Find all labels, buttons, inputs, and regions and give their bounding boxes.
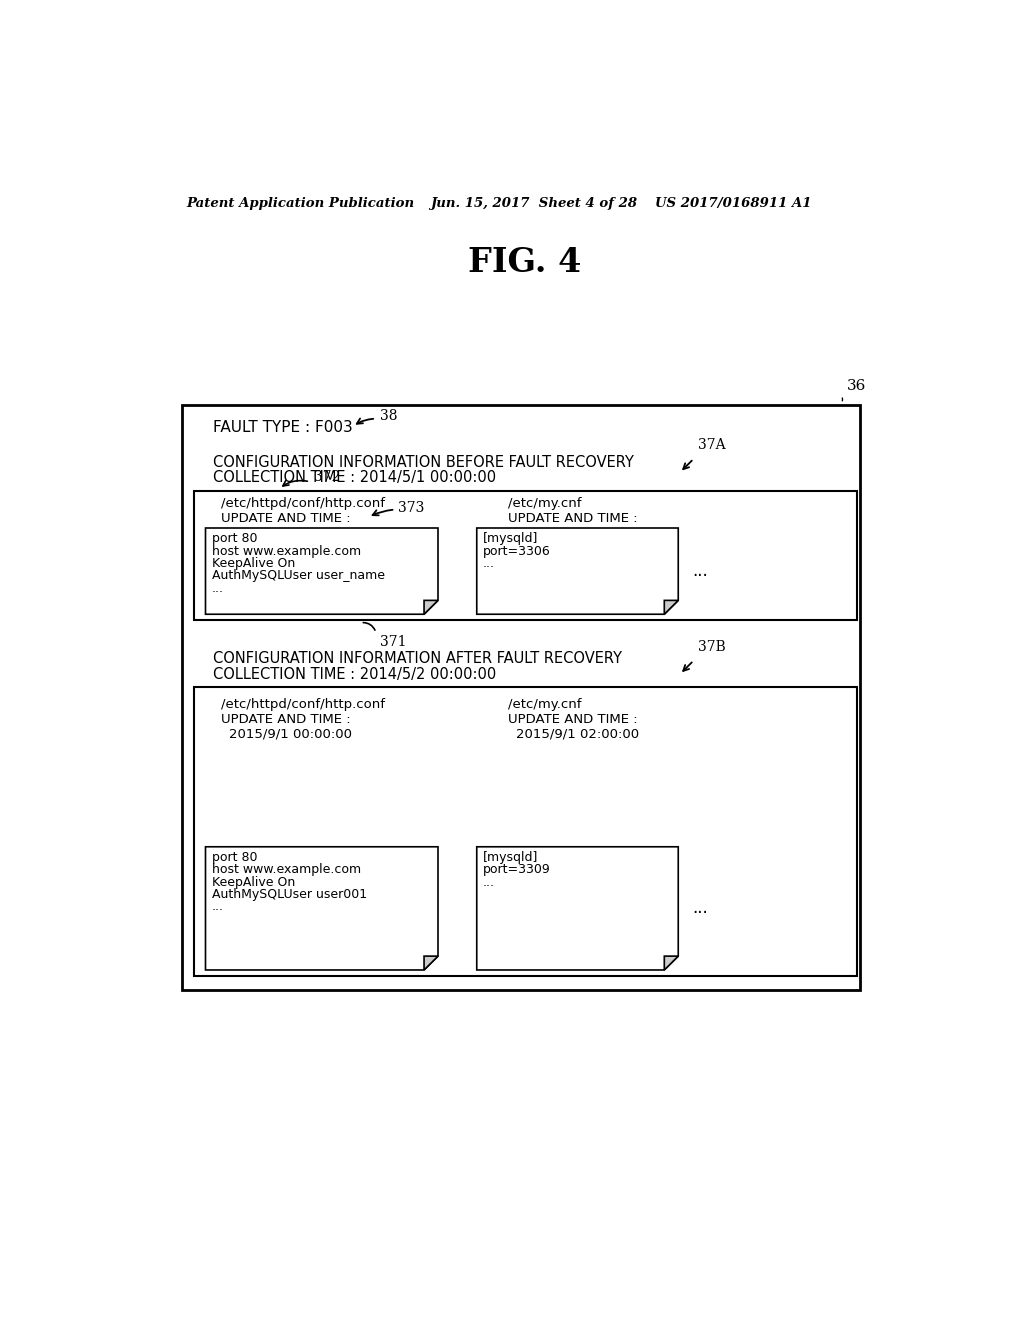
Text: ...: ... xyxy=(692,562,708,579)
Text: 2015/9/1 02:00:00: 2015/9/1 02:00:00 xyxy=(515,527,639,539)
Bar xyxy=(182,405,860,990)
Text: COLLECTION TIME : 2014/5/1 00:00:00: COLLECTION TIME : 2014/5/1 00:00:00 xyxy=(213,470,497,486)
Text: /etc/httpd/conf/http.conf: /etc/httpd/conf/http.conf xyxy=(221,698,385,711)
Polygon shape xyxy=(424,956,438,970)
Bar xyxy=(194,688,856,977)
Text: ...: ... xyxy=(483,557,495,570)
Text: UPDATE AND TIME :: UPDATE AND TIME : xyxy=(221,512,350,525)
Bar xyxy=(194,491,856,620)
Text: UPDATE AND TIME :: UPDATE AND TIME : xyxy=(221,713,350,726)
Text: port=3309: port=3309 xyxy=(483,863,551,876)
Text: FIG. 4: FIG. 4 xyxy=(468,246,582,279)
Text: 2015/9/1 02:00:00: 2015/9/1 02:00:00 xyxy=(515,727,639,741)
Polygon shape xyxy=(477,847,678,970)
Text: port 80: port 80 xyxy=(212,851,257,865)
Text: CONFIGURATION INFORMATION BEFORE FAULT RECOVERY: CONFIGURATION INFORMATION BEFORE FAULT R… xyxy=(213,455,634,470)
Text: COLLECTION TIME : 2014/5/2 00:00:00: COLLECTION TIME : 2014/5/2 00:00:00 xyxy=(213,667,497,682)
Text: 371: 371 xyxy=(380,635,407,649)
Polygon shape xyxy=(665,956,678,970)
Text: US 2017/0168911 A1: US 2017/0168911 A1 xyxy=(655,197,811,210)
Text: ...: ... xyxy=(483,875,495,888)
Text: AuthMySQLUser user_name: AuthMySQLUser user_name xyxy=(212,569,385,582)
Text: 36: 36 xyxy=(847,379,866,393)
Text: ...: ... xyxy=(212,582,223,594)
Text: 37B: 37B xyxy=(697,640,725,653)
Text: KeepAlive On: KeepAlive On xyxy=(212,557,295,570)
Text: UPDATE AND TIME :: UPDATE AND TIME : xyxy=(508,713,637,726)
Text: port=3306: port=3306 xyxy=(483,545,551,557)
Text: host www.example.com: host www.example.com xyxy=(212,863,360,876)
Text: 38: 38 xyxy=(380,409,397,422)
Text: KeepAlive On: KeepAlive On xyxy=(212,875,295,888)
Polygon shape xyxy=(206,847,438,970)
Text: [mysqld]: [mysqld] xyxy=(483,851,539,865)
Text: 2015/9/1 00:00:00: 2015/9/1 00:00:00 xyxy=(228,527,352,539)
Text: port 80: port 80 xyxy=(212,532,257,545)
Polygon shape xyxy=(206,528,438,614)
Text: FAULT TYPE : F003: FAULT TYPE : F003 xyxy=(213,420,353,436)
Text: Jun. 15, 2017  Sheet 4 of 28: Jun. 15, 2017 Sheet 4 of 28 xyxy=(430,197,637,210)
Polygon shape xyxy=(477,528,678,614)
Text: 2015/9/1 00:00:00: 2015/9/1 00:00:00 xyxy=(228,727,352,741)
Text: ...: ... xyxy=(692,899,708,917)
Text: AuthMySQLUser user001: AuthMySQLUser user001 xyxy=(212,888,367,902)
Text: UPDATE AND TIME :: UPDATE AND TIME : xyxy=(508,512,637,525)
Text: ...: ... xyxy=(212,900,223,913)
Text: /etc/httpd/conf/http.conf: /etc/httpd/conf/http.conf xyxy=(221,496,385,510)
Text: [mysqld]: [mysqld] xyxy=(483,532,539,545)
Text: 372: 372 xyxy=(314,470,340,484)
Polygon shape xyxy=(665,601,678,614)
Text: /etc/my.cnf: /etc/my.cnf xyxy=(508,698,582,711)
Text: host www.example.com: host www.example.com xyxy=(212,545,360,557)
Text: 37A: 37A xyxy=(697,438,725,451)
Polygon shape xyxy=(424,601,438,614)
Text: /etc/my.cnf: /etc/my.cnf xyxy=(508,496,582,510)
Text: 373: 373 xyxy=(397,502,424,515)
Text: CONFIGURATION INFORMATION AFTER FAULT RECOVERY: CONFIGURATION INFORMATION AFTER FAULT RE… xyxy=(213,651,623,667)
Text: Patent Application Publication: Patent Application Publication xyxy=(186,197,415,210)
